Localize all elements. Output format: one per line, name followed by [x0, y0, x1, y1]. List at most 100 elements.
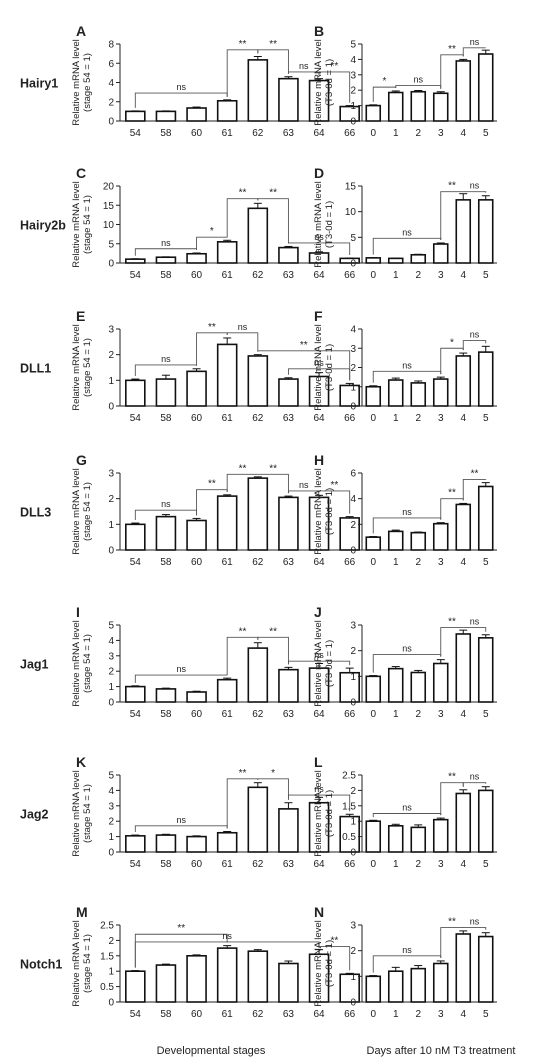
y-axis-label: Relative mRNA level(stage 54 = 1): [71, 468, 93, 555]
x-tick-label: 1: [393, 1009, 399, 1020]
x-tick-label: 66: [344, 859, 356, 870]
significance-label: **: [448, 772, 456, 783]
y-axis-label: Relative mRNA level(stage 54 = 1): [71, 770, 93, 857]
bar: [477, 935, 494, 1003]
x-tick-label: 61: [222, 557, 234, 568]
x-tick-label: 66: [344, 557, 356, 568]
x-tick-label: 62: [252, 709, 264, 720]
y-tick-label: 2: [108, 97, 114, 108]
y-tick-label: 1: [108, 520, 114, 531]
bar: [410, 90, 427, 122]
y-tick-label: 0: [350, 546, 356, 557]
x-tick-label: 5: [483, 557, 489, 568]
y-tick-label: 5: [108, 621, 114, 632]
bar: [125, 685, 146, 703]
bar: [216, 831, 238, 853]
significance-label: ns: [161, 354, 171, 364]
significance-bracket: [257, 473, 289, 494]
y-tick-label: 2: [350, 646, 356, 657]
significance-bracket: [257, 49, 289, 74]
y-tick-label: 4: [108, 786, 114, 797]
bar: [216, 241, 238, 264]
y-tick-label: 2: [350, 363, 356, 374]
y-tick-label: 4: [350, 494, 356, 505]
significance-label: **: [239, 463, 247, 474]
y-tick-label: 2.5: [100, 921, 114, 932]
chart-C: C Hairy2b Relative mRNA level(stage 54 = 1…: [20, 165, 365, 281]
x-tick-label: 54: [130, 1009, 142, 1020]
gene-label: DLL3: [20, 506, 51, 520]
significance-label: **: [471, 468, 479, 479]
bar: [387, 970, 404, 1003]
significance-label: **: [177, 923, 185, 934]
significance-bracket: [372, 654, 442, 673]
significance-bracket: [462, 478, 487, 501]
x-tick-label: 5: [483, 709, 489, 720]
bar: [186, 835, 207, 853]
panel-letter: K: [76, 754, 86, 770]
bar: [477, 53, 494, 122]
significance-label: ns: [222, 931, 232, 941]
y-tick-label: 10: [103, 220, 115, 231]
significance-label: ns: [314, 650, 324, 660]
y-tick-label: 15: [345, 182, 357, 193]
significance-bracket: [440, 191, 464, 240]
significance-bracket: [287, 660, 351, 666]
x-tick-label: 2: [415, 128, 421, 139]
x-tick-label: 60: [191, 270, 203, 281]
significance-bracket: [257, 636, 289, 665]
x-tick-label: 64: [314, 709, 326, 720]
y-tick-label: 2: [108, 494, 114, 505]
y-tick-label: 2: [350, 86, 356, 97]
bar: [387, 825, 404, 853]
y-tick-label: 0: [108, 698, 114, 709]
bar: [155, 964, 177, 1003]
x-tick-label: 66: [344, 128, 356, 139]
significance-bracket: [257, 350, 351, 381]
significance-label: ns: [402, 507, 412, 517]
y-tick-label: 4: [350, 325, 356, 336]
y-tick-label: 1.5: [342, 801, 356, 812]
chart-A: A Hairy1 Relative mRNA level(stage 54 = 1)…: [20, 23, 365, 139]
bar: [278, 808, 299, 853]
panel-letter: J: [314, 604, 322, 620]
significance-label: *: [383, 76, 387, 87]
x-tick-label: 4: [460, 413, 466, 424]
bar: [410, 671, 427, 703]
y-tick-label: 0: [108, 259, 114, 270]
x-tick-label: 2: [415, 859, 421, 870]
bar: [432, 662, 449, 703]
significance-bracket: [287, 794, 351, 812]
x-tick-label: 58: [160, 270, 172, 281]
y-tick-label: 3: [108, 801, 114, 812]
y-tick-label: 0: [350, 998, 356, 1009]
x-tick-label: 63: [283, 413, 295, 424]
significance-bracket: [257, 198, 289, 244]
significance-label: **: [448, 617, 456, 628]
x-tick-label: 58: [160, 413, 172, 424]
y-tick-label: 4: [108, 636, 114, 647]
significance-label: **: [448, 488, 456, 499]
bar: [387, 91, 404, 122]
y-tick-label: 2: [350, 946, 356, 957]
bar: [155, 688, 177, 703]
x-tick-label: 1: [393, 557, 399, 568]
panel-letter: E: [76, 308, 85, 324]
bar: [186, 370, 207, 407]
y-tick-label: 1: [350, 101, 356, 112]
significance-bracket: [318, 71, 351, 103]
significance-label: ns: [314, 358, 324, 368]
y-tick-label: 1: [108, 967, 114, 978]
significance-label: *: [271, 768, 275, 779]
bar: [477, 789, 494, 853]
y-tick-label: 6: [350, 469, 356, 480]
y-tick-label: 2: [350, 520, 356, 531]
significance-bracket: [318, 490, 351, 514]
x-tick-label: 60: [191, 1009, 203, 1020]
significance-bracket: [226, 332, 259, 352]
